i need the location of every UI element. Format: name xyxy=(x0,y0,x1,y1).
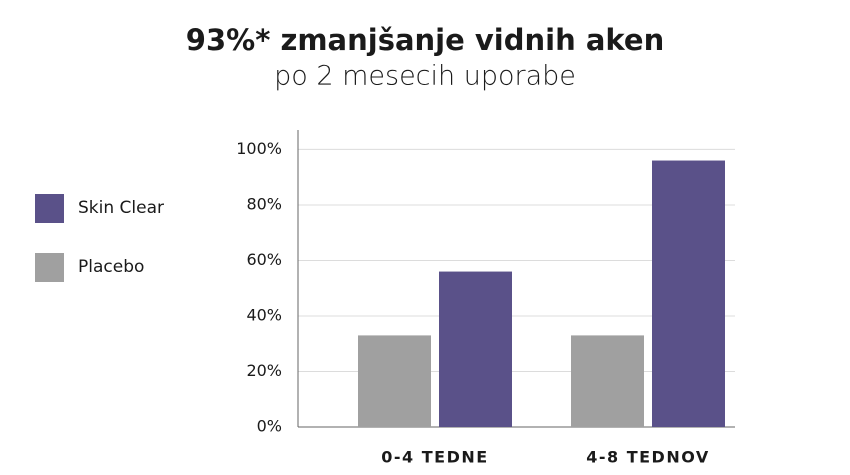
bar xyxy=(358,335,431,427)
y-tick-label: 60% xyxy=(246,250,282,269)
legend-swatch xyxy=(35,194,64,223)
y-tick-label: 80% xyxy=(246,194,282,213)
x-tick-label: 4-8 TEDNOV xyxy=(586,448,710,467)
bar xyxy=(571,335,644,427)
x-tick-label: 0-4 TEDNE xyxy=(381,448,488,467)
bar xyxy=(652,160,725,427)
y-tick-label: 20% xyxy=(246,361,282,380)
chart-subtitle: po 2 mesecih uporabe xyxy=(274,61,576,92)
y-tick-label: 100% xyxy=(236,139,282,158)
legend-label: Placebo xyxy=(78,257,144,277)
y-tick-label: 40% xyxy=(246,305,282,324)
bar xyxy=(439,271,512,427)
legend-label: Skin Clear xyxy=(78,198,164,218)
legend-swatch xyxy=(35,253,64,282)
y-tick-label: 0% xyxy=(257,417,282,436)
chart-title: 93%* zmanjšanje vidnih aken xyxy=(186,23,664,57)
